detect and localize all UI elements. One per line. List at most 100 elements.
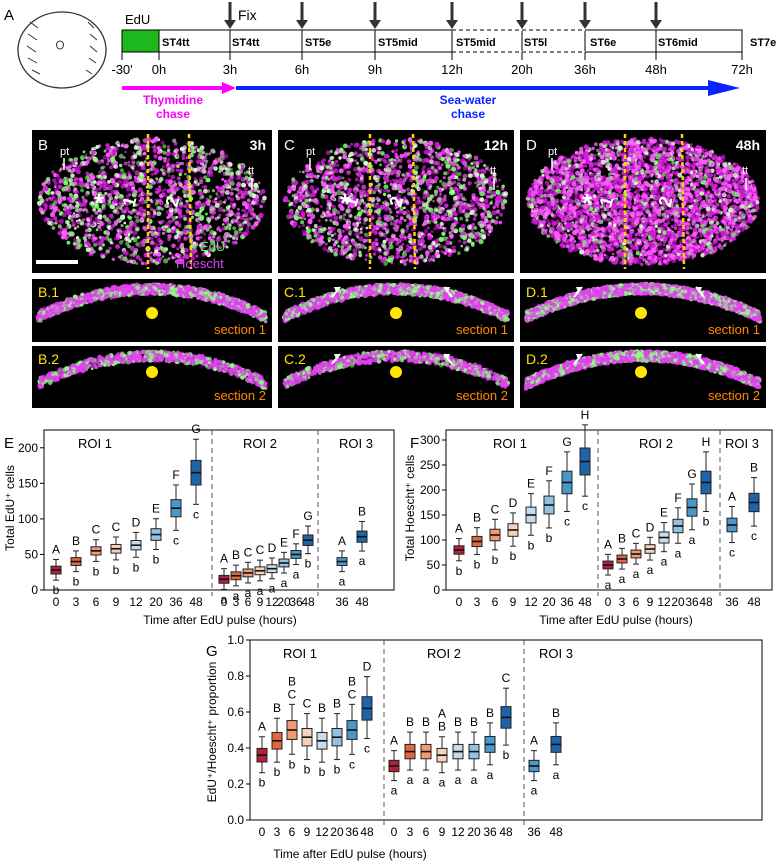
cell-nucleus	[396, 169, 401, 175]
cell-nucleus	[38, 190, 44, 196]
cell-nucleus	[483, 170, 487, 175]
cell-nucleus	[378, 248, 382, 252]
cell-nucleus	[193, 177, 197, 181]
cell-nucleus	[437, 243, 441, 246]
cell-nucleus	[737, 196, 743, 202]
cell-nucleus	[301, 214, 306, 218]
cell-nucleus	[374, 238, 379, 242]
cell-nucleus	[162, 150, 167, 155]
cell-nucleus	[153, 211, 157, 216]
cell-nucleus	[219, 158, 222, 162]
cell-nucleus	[159, 257, 163, 261]
cell-nucleus	[224, 167, 228, 171]
cell-nucleus	[546, 234, 551, 238]
cell-nucleus	[155, 190, 160, 195]
panel-label-c: C	[284, 137, 295, 154]
cell-nucleus	[440, 250, 444, 254]
cell-nucleus	[308, 234, 312, 238]
cell-nucleus	[164, 179, 170, 184]
cell-nucleus	[93, 188, 99, 193]
cell-nucleus	[172, 138, 177, 143]
cell-nucleus	[76, 165, 81, 170]
cell-nucleus	[166, 148, 171, 152]
cell-nucleus	[483, 164, 487, 167]
cell-nucleus	[139, 217, 145, 222]
cell-nucleus	[101, 204, 106, 209]
cell-nucleus	[222, 185, 226, 189]
cell-nucleus	[309, 171, 315, 177]
cell-nucleus	[472, 217, 477, 221]
cell-nucleus	[372, 243, 377, 248]
cell-nucleus	[444, 212, 448, 217]
cell-nucleus	[218, 246, 222, 250]
cell-nucleus	[645, 209, 649, 214]
cell-nucleus	[322, 246, 328, 252]
cell-nucleus	[487, 232, 491, 236]
cell-nucleus	[444, 156, 448, 160]
cell-nucleus	[85, 228, 89, 233]
cell-nucleus	[99, 228, 103, 232]
cell-nucleus	[406, 227, 410, 230]
cell-nucleus	[325, 165, 329, 169]
cell-nucleus	[362, 141, 368, 148]
cell-nucleus	[329, 166, 333, 170]
cell-nucleus	[127, 215, 131, 219]
cell-nucleus	[383, 184, 389, 190]
cell-nucleus	[149, 257, 153, 262]
cell-nucleus	[249, 194, 253, 198]
cell-nucleus	[409, 254, 413, 258]
cell-nucleus	[177, 224, 182, 228]
fix-arrow-head-icon	[650, 20, 662, 29]
cell-nucleus	[448, 147, 452, 151]
cell-nucleus	[52, 200, 58, 205]
cell-nucleus	[175, 168, 180, 172]
cell-nucleus	[430, 212, 434, 217]
cell-nucleus	[182, 185, 188, 191]
cell-nucleus	[68, 157, 72, 162]
cell-nucleus	[328, 246, 333, 251]
cell-nucleus	[383, 189, 387, 193]
cell-nucleus	[640, 262, 644, 267]
cell-nucleus	[213, 166, 218, 171]
cell-nucleus	[211, 199, 216, 203]
cell-nucleus	[288, 202, 293, 207]
cell-nucleus	[57, 184, 62, 189]
cell-nucleus	[44, 180, 48, 184]
cell-nucleus	[59, 227, 64, 231]
cell-nucleus	[166, 195, 171, 200]
cell-nucleus	[45, 177, 51, 182]
cell-nucleus	[283, 196, 288, 201]
cell-nucleus	[133, 175, 137, 179]
cell-nucleus	[405, 247, 411, 253]
cell-nucleus	[133, 189, 138, 195]
cell-nucleus	[159, 176, 164, 182]
cell-nucleus	[479, 197, 485, 203]
cell-nucleus	[330, 234, 334, 237]
cell-nucleus	[430, 216, 435, 220]
cell-nucleus	[247, 177, 251, 181]
cell-nucleus	[486, 190, 490, 194]
cell-nucleus	[287, 189, 292, 194]
cell-nucleus	[98, 235, 102, 239]
cell-nucleus	[713, 173, 717, 177]
cell-nucleus	[485, 226, 489, 230]
cell-nucleus	[382, 159, 388, 164]
cell-nucleus	[125, 224, 130, 229]
cell-nucleus	[183, 194, 187, 198]
cell-nucleus	[162, 227, 166, 232]
cell-nucleus	[74, 161, 78, 165]
cell-nucleus	[393, 141, 399, 147]
cell-nucleus	[389, 210, 393, 214]
cell-nucleus	[231, 240, 236, 245]
cell-nucleus	[166, 145, 171, 149]
cell-nucleus	[120, 184, 125, 189]
cell-nucleus	[171, 196, 175, 200]
cell-nucleus	[200, 217, 204, 221]
cell-nucleus	[309, 185, 315, 190]
cell-nucleus	[112, 183, 117, 188]
cell-nucleus	[361, 184, 367, 190]
asterisk-marker: *	[94, 188, 105, 218]
cell-nucleus	[216, 226, 221, 230]
cell-nucleus	[150, 207, 154, 211]
cell-nucleus	[76, 221, 80, 225]
